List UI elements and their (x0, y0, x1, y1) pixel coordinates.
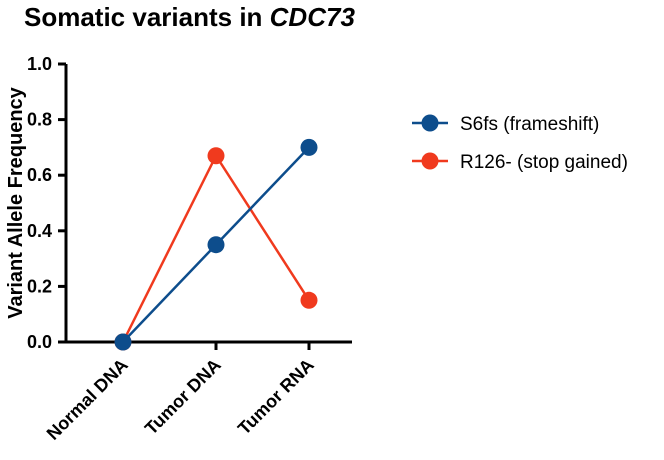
y-tick-label: 0.4 (27, 221, 52, 241)
axes (64, 64, 352, 344)
y-tick-label: 1.0 (27, 54, 52, 74)
x-ticks: Normal DNA Tumor DNA Tumor RNA (43, 342, 318, 444)
legend-label-1: R126- (stop gained) (460, 152, 628, 173)
legend-marker-1 (421, 152, 439, 170)
legend-marker-0 (421, 114, 439, 132)
legend-label-0: S6fs (frameshift) (460, 114, 599, 135)
y-tick-label: 0.0 (27, 332, 52, 352)
y-axis-label: Variant Allele Frequency (5, 86, 27, 318)
y-tick-label: 0.2 (27, 276, 52, 296)
x-tick-label: Normal DNA (43, 355, 132, 444)
y-tick-label: 0.6 (27, 165, 52, 185)
legend: S6fs (frameshift) R126- (stop gained) (412, 114, 628, 173)
x-tick-label: Tumor RNA (234, 355, 318, 439)
chart-title-gene: CDC73 (270, 2, 356, 32)
chart-title: Somatic variants in CDC73 (24, 2, 355, 32)
chart-title-text: Somatic variants in (24, 2, 270, 32)
series-0-point-1 (207, 236, 225, 254)
series-1-point-1 (207, 147, 225, 165)
series-1-point-2 (300, 291, 318, 309)
y-tick-label: 0.8 (27, 110, 52, 130)
series-0-point-0 (114, 333, 132, 351)
y-ticks: 0.0 0.2 0.4 0.6 0.8 1.0 (27, 54, 66, 352)
x-tick-label: Tumor DNA (141, 355, 225, 439)
series-layer (114, 138, 318, 351)
series-0-point-2 (300, 138, 318, 156)
